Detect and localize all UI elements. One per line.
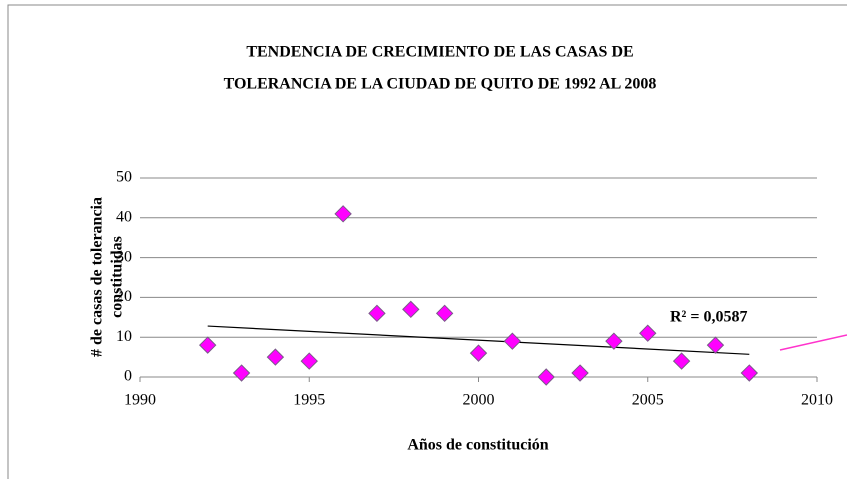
y-tick-label: 20 — [116, 288, 132, 305]
point — [571, 364, 589, 382]
y-tick-label: 30 — [116, 248, 132, 265]
point — [537, 368, 555, 386]
x-tick-label: 2000 — [463, 392, 495, 409]
point — [435, 304, 454, 323]
chart-title: TOLERANCIA DE LA CIUDAD DE QUITO DE 1992… — [224, 76, 657, 93]
x-axis-label: Años de constitución — [407, 437, 548, 454]
point — [605, 332, 623, 350]
x-tick-label: 1990 — [124, 392, 156, 409]
point — [740, 364, 759, 382]
point — [198, 336, 217, 354]
y-tick-label: 50 — [116, 169, 132, 186]
x-tick-label: 2005 — [632, 392, 664, 409]
chart-frame — [7, 4, 847, 479]
y-tick-label: 10 — [116, 328, 132, 345]
point — [503, 332, 522, 350]
trendline — [207, 325, 750, 355]
point — [402, 300, 420, 319]
y-tick-label: 0 — [124, 368, 132, 385]
point — [266, 348, 285, 366]
point — [469, 344, 488, 362]
chart-title: TENDENCIA DE CRECIMIENTO DE LAS CASAS DE — [246, 44, 633, 61]
point — [300, 352, 318, 370]
point — [672, 352, 691, 370]
x-tick-label: 2010 — [801, 392, 833, 409]
annotation: R² = 0,0587 — [670, 309, 747, 326]
y-tick-label: 40 — [116, 208, 132, 225]
x-tick-label: 1995 — [293, 392, 325, 409]
point — [639, 324, 657, 342]
y-axis-label: # de casas de tolerancia — [89, 197, 106, 357]
decoration-line — [779, 334, 847, 351]
point — [706, 336, 725, 354]
point — [232, 364, 251, 382]
point — [334, 205, 352, 223]
y-axis-label: constituidas — [109, 236, 126, 318]
point — [368, 304, 386, 323]
